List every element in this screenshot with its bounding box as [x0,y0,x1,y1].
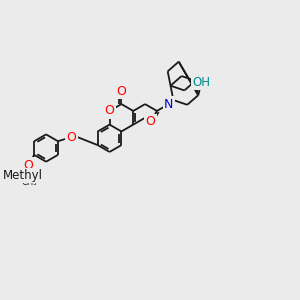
Text: Methoxy_inv: Methoxy_inv [18,178,27,180]
Text: CH₃: CH₃ [22,178,37,187]
Text: O: O [67,131,76,144]
Text: O: O [25,160,34,173]
Text: O: O [146,116,155,128]
Text: O: O [23,158,33,172]
Text: O: O [24,160,34,173]
Text: O: O [105,104,115,117]
Text: O: O [116,85,126,98]
Text: N: N [164,98,173,111]
Text: Methyl_inv: Methyl_inv [26,183,33,184]
Text: Methyl: Methyl [2,169,43,182]
Text: OH: OH [192,76,210,89]
